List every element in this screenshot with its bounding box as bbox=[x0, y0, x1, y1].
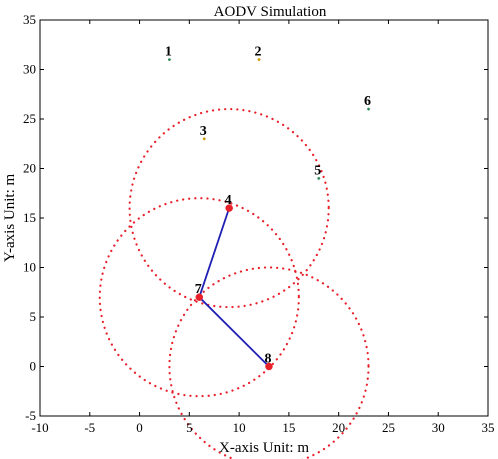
y-axis-title: Y-axis Unit: m bbox=[2, 174, 18, 263]
node-label: 4 bbox=[225, 193, 232, 208]
y-tick-label: 15 bbox=[23, 210, 36, 225]
x-axis-title: X-axis Unit: m bbox=[219, 440, 309, 456]
x-tick-label: 25 bbox=[382, 420, 395, 435]
y-tick-label: 30 bbox=[23, 62, 36, 77]
x-tick-label: 10 bbox=[233, 420, 246, 435]
node-label: 1 bbox=[165, 45, 172, 60]
y-tick-label: -5 bbox=[25, 408, 36, 423]
chart-title: AODV Simulation bbox=[214, 4, 327, 20]
node-point bbox=[265, 362, 273, 371]
x-tick-label: -10 bbox=[31, 420, 48, 435]
x-tick-label: 15 bbox=[282, 420, 295, 435]
node-label: 3 bbox=[200, 124, 207, 139]
y-tick-label: 10 bbox=[23, 260, 36, 275]
x-tick-label: 5 bbox=[186, 420, 193, 435]
x-axis-ticks: -10 -5 0 5 10 15 20 25 30 35 bbox=[31, 20, 495, 435]
x-tick-label: 20 bbox=[332, 420, 345, 435]
node-point bbox=[167, 58, 171, 62]
range-circle bbox=[98, 197, 300, 398]
y-tick-label: 20 bbox=[23, 161, 36, 176]
x-tick-label: 0 bbox=[136, 420, 143, 435]
y-tick-label: 0 bbox=[30, 359, 37, 374]
range-circles bbox=[98, 108, 370, 459]
nodes-layer: 1 2 3 4 5 6 7 8 bbox=[165, 45, 371, 371]
range-circle bbox=[128, 108, 330, 309]
node-label: 8 bbox=[264, 352, 271, 367]
node-label: 6 bbox=[364, 94, 371, 109]
y-tick-label: 5 bbox=[30, 309, 37, 324]
route-lines bbox=[198, 207, 270, 368]
node-label: 5 bbox=[314, 163, 321, 178]
x-tick-label: 30 bbox=[432, 420, 445, 435]
x-tick-label: -5 bbox=[84, 420, 95, 435]
y-tick-label: 25 bbox=[23, 111, 36, 126]
node-point bbox=[367, 107, 370, 111]
node-point bbox=[202, 137, 206, 141]
y-tick-label: 35 bbox=[23, 12, 36, 27]
x-tick-label: 35 bbox=[482, 420, 495, 435]
node-label: 2 bbox=[255, 45, 262, 60]
node-label: 7 bbox=[195, 282, 202, 297]
node-point bbox=[257, 58, 261, 62]
node-point bbox=[225, 204, 233, 212]
route-segment bbox=[198, 296, 270, 368]
range-circle bbox=[168, 266, 370, 459]
node-point bbox=[317, 176, 321, 180]
route-segment bbox=[198, 207, 231, 298]
node-point bbox=[195, 293, 204, 301]
